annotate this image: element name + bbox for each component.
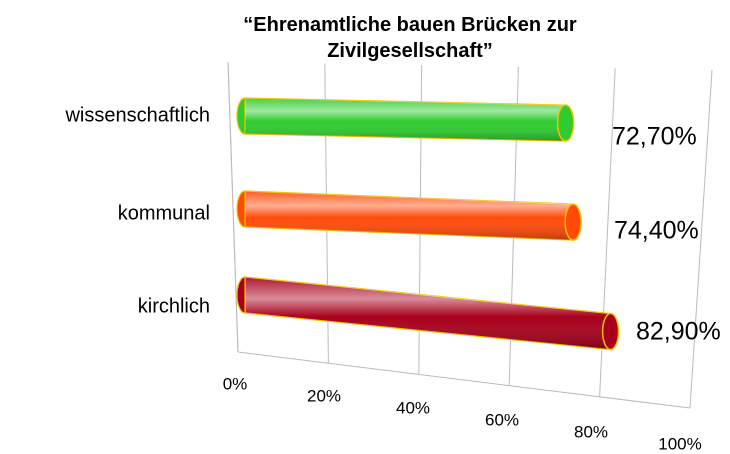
- value-label: 74,40%: [614, 217, 699, 245]
- x-tick-label: 0%: [223, 374, 248, 393]
- bar: [236, 97, 575, 142]
- x-tick-label: 100%: [658, 434, 701, 453]
- x-tick-label: 60%: [485, 410, 519, 429]
- grid-line: [689, 69, 713, 409]
- floor-edge: [237, 351, 691, 409]
- value-label: 72,70%: [612, 123, 697, 151]
- chart-title: “Ehrenamtliche bauen Brücken zur Zivilge…: [243, 14, 577, 62]
- x-tick-label: 80%: [574, 422, 608, 441]
- x-tick-label: 20%: [307, 386, 341, 405]
- bar-shine: [245, 277, 611, 350]
- value-label: 82,90%: [636, 318, 721, 346]
- bar-shine: [245, 98, 566, 142]
- bar: [236, 190, 582, 241]
- x-tick-label: 40%: [396, 398, 430, 417]
- bar-end: [601, 312, 620, 351]
- category-label: kommunal: [118, 202, 210, 224]
- bar-shine: [245, 191, 574, 241]
- bar: [236, 276, 620, 351]
- bar-end: [564, 203, 582, 241]
- grid-line: [227, 61, 239, 353]
- bar-end: [556, 104, 575, 142]
- category-label: wissenschaftlich: [64, 104, 210, 126]
- category-label: kirchlich: [138, 295, 210, 317]
